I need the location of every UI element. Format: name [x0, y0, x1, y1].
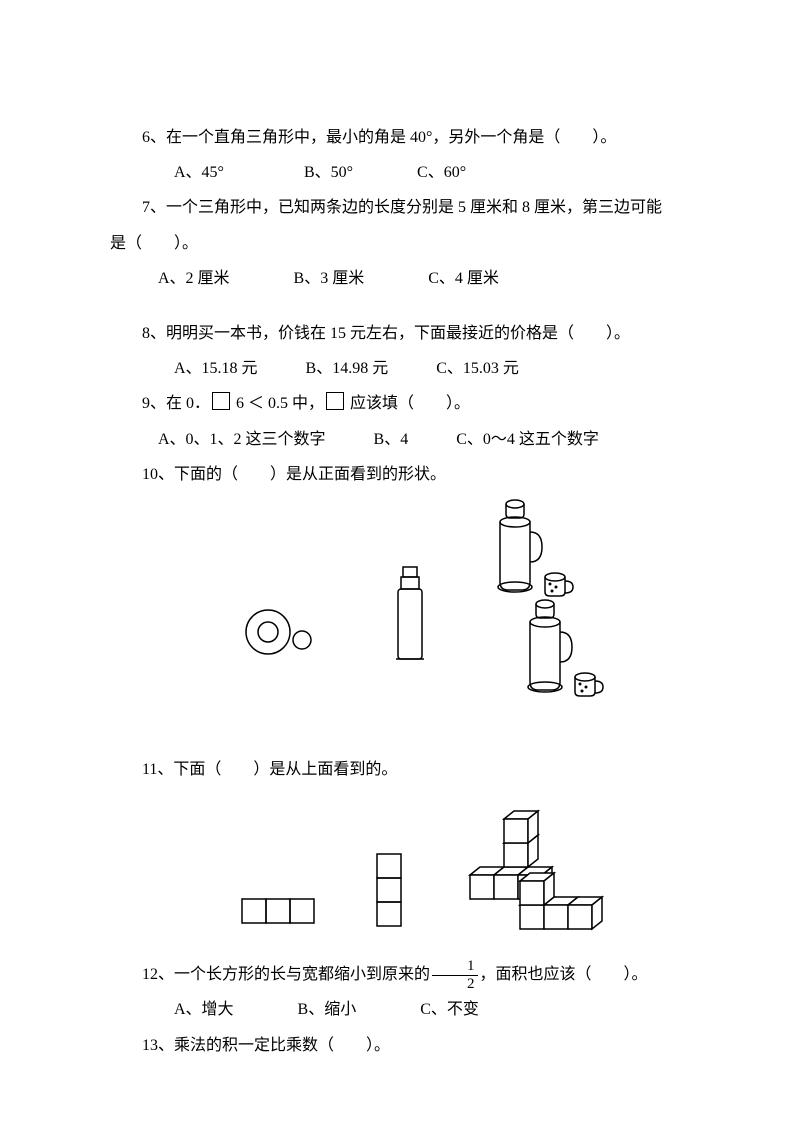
thermos-side-icon [390, 562, 430, 672]
thermos-perspective-icon-2 [510, 592, 620, 712]
question-6-options: A、45° B、50° C、60° [110, 155, 683, 190]
q9-post: 应该填（ ）。 [346, 395, 470, 412]
question-8-options: A、15.18 元 B、14.98 元 C、15.03 元 [110, 351, 683, 386]
question-12-options: A、增大 B、缩小 C、不变 [110, 992, 683, 1027]
q9-mid: 6 ＜ 0.5 中， [232, 395, 324, 412]
question-10: 10、下面的（ ）是从正面看到的形状。 [110, 457, 683, 492]
question-10-figures [110, 502, 683, 722]
question-12: 12、一个长方形的长与宽都缩小到原来的12，面积也应该（ ）。 [110, 957, 683, 992]
question-8: 8、明明买一本书，价钱在 15 元左右，下面最接近的价格是（ ）。 [110, 316, 683, 351]
fraction-icon: 12 [432, 958, 478, 992]
cubes-row-icon [240, 897, 320, 927]
question-11-figures [110, 797, 683, 947]
q12-pre: 12、一个长方形的长与宽都缩小到原来的 [142, 966, 430, 983]
question-13: 13、乘法的积一定比乘数（ ）。 [110, 1028, 683, 1063]
cubes-column-icon [375, 852, 405, 932]
frac-num: 1 [432, 958, 478, 976]
cubes-l-shape-icon [510, 867, 630, 947]
q9-pre: 9、在 0． [142, 395, 210, 412]
question-7-options: A、2 厘米 B、3 厘米 C、4 厘米 [110, 261, 683, 296]
box-icon [326, 392, 344, 410]
question-11: 11、下面（ ）是从上面看到的。 [110, 752, 683, 787]
question-9: 9、在 0． 6 ＜ 0.5 中， 应该填（ ）。 [110, 386, 683, 421]
question-7-cont: 是（ ）。 [110, 226, 683, 261]
q12-post: ，面积也应该（ ）。 [480, 966, 648, 983]
circles-icon [240, 602, 330, 662]
question-9-options: A、0、1、2 这三个数字 B、4 C、0～4 这五个数字 [110, 422, 683, 457]
box-icon [212, 392, 230, 410]
frac-den: 2 [432, 976, 478, 993]
question-6: 6、在一个直角三角形中，最小的角是 40°，另外一个角是（ ）。 [110, 120, 683, 155]
question-7: 7、一个三角形中，已知两条边的长度分别是 5 厘米和 8 厘米，第三边可能 [110, 190, 683, 225]
